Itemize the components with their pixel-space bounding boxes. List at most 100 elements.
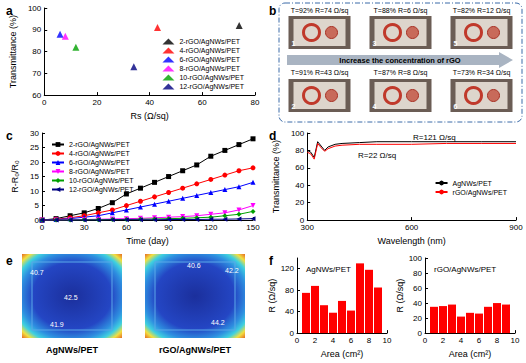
svg-text:4: 4 (373, 103, 377, 110)
svg-text:4-rGO/AgNWs/PET: 4-rGO/AgNWs/PET (69, 150, 130, 158)
svg-text:300: 300 (301, 223, 315, 232)
svg-text:0: 0 (295, 336, 300, 345)
svg-text:30: 30 (80, 223, 89, 232)
svg-text:d: d (269, 129, 276, 143)
svg-text:20: 20 (413, 314, 422, 323)
svg-text:6: 6 (454, 103, 458, 110)
svg-text:8-rGO/AgNWs/PET: 8-rGO/AgNWs/PET (69, 168, 130, 176)
svg-text:90: 90 (164, 223, 173, 232)
svg-text:Area (cm²): Area (cm²) (321, 349, 364, 359)
svg-text:c: c (6, 129, 13, 143)
svg-text:Time (day): Time (day) (126, 236, 169, 246)
svg-text:T=73% R=34 Ω/sq: T=73% R=34 Ω/sq (453, 69, 511, 77)
svg-text:5: 5 (454, 40, 458, 47)
svg-text:Transmittance (%): Transmittance (%) (8, 15, 18, 88)
svg-text:10: 10 (30, 187, 39, 196)
svg-text:R-R₀/R₀: R-R₀/R₀ (10, 160, 20, 193)
svg-text:Area (cm²): Area (cm²) (449, 349, 492, 359)
svg-text:44.2: 44.2 (211, 319, 225, 326)
svg-text:8: 8 (367, 336, 372, 345)
svg-text:42.2: 42.2 (225, 267, 239, 274)
svg-text:Increase the concentration of: Increase the concentration of rGO (339, 56, 460, 65)
svg-text:0: 0 (40, 223, 45, 232)
svg-text:60: 60 (413, 284, 422, 293)
svg-text:8: 8 (495, 336, 500, 345)
svg-text:6: 6 (477, 336, 482, 345)
svg-text:90: 90 (32, 25, 41, 34)
svg-text:f: f (269, 254, 274, 268)
svg-text:T=92% R=74 Ω/sq: T=92% R=74 Ω/sq (291, 7, 349, 15)
svg-text:3: 3 (373, 40, 377, 47)
svg-text:0: 0 (423, 336, 428, 345)
svg-text:T=88% R=6 Ω/sq: T=88% R=6 Ω/sq (374, 7, 428, 15)
svg-text:10-rGO/AgNWs/PET: 10-rGO/AgNWs/PET (179, 74, 244, 82)
svg-text:120: 120 (204, 223, 218, 232)
svg-text:40: 40 (295, 181, 304, 190)
svg-text:R=121 Ω/sq: R=121 Ω/sq (413, 133, 456, 142)
svg-text:100: 100 (409, 254, 423, 263)
svg-text:rGO/AgNWs/PET: rGO/AgNWs/PET (434, 265, 496, 274)
svg-text:rGO/AgNWs/PET: rGO/AgNWs/PET (453, 189, 508, 197)
svg-text:40: 40 (413, 299, 422, 308)
svg-text:e: e (6, 254, 13, 268)
svg-text:600: 600 (405, 223, 419, 232)
svg-text:4: 4 (331, 336, 336, 345)
svg-text:20: 20 (30, 158, 39, 167)
svg-text:80: 80 (295, 146, 304, 155)
svg-text:30: 30 (30, 129, 39, 138)
svg-text:4: 4 (459, 336, 464, 345)
svg-text:2-rGO/AgNWs/PET: 2-rGO/AgNWs/PET (69, 141, 130, 149)
svg-text:5: 5 (35, 201, 40, 210)
svg-text:AgNWs/PET: AgNWs/PET (453, 180, 493, 188)
svg-text:10: 10 (511, 336, 520, 345)
svg-text:70: 70 (32, 69, 41, 78)
svg-text:10: 10 (383, 336, 392, 345)
svg-text:rGO/AgNWs/PET: rGO/AgNWs/PET (159, 345, 232, 355)
svg-text:60: 60 (295, 163, 304, 172)
svg-text:2-rGO/AgNWs/PET: 2-rGO/AgNWs/PET (179, 38, 240, 46)
svg-text:40.6: 40.6 (187, 262, 201, 269)
svg-text:10-rGO/AgNWs/PET: 10-rGO/AgNWs/PET (69, 177, 134, 185)
svg-text:12-rGO/AgNWs/PET: 12-rGO/AgNWs/PET (69, 186, 134, 194)
svg-text:Transmittance (%): Transmittance (%) (271, 140, 281, 213)
svg-text:R=22 Ω/sq: R=22 Ω/sq (358, 151, 396, 160)
svg-text:40: 40 (285, 307, 294, 316)
svg-text:Wavelength (nm): Wavelength (nm) (378, 236, 446, 246)
svg-text:T=82% R=12 Ω/sq: T=82% R=12 Ω/sq (453, 7, 511, 15)
svg-text:2: 2 (292, 103, 296, 110)
svg-text:100: 100 (28, 4, 42, 13)
svg-text:40.7: 40.7 (30, 269, 44, 276)
svg-text:60: 60 (198, 98, 207, 107)
svg-text:12-rGO/AgNWs/PET: 12-rGO/AgNWs/PET (179, 83, 244, 91)
svg-text:6: 6 (349, 336, 354, 345)
svg-text:T=87% R=8 Ω/sq: T=87% R=8 Ω/sq (374, 69, 428, 77)
svg-text:b: b (269, 4, 276, 18)
svg-text:4-rGO/AgNWs/PET: 4-rGO/AgNWs/PET (179, 47, 240, 55)
svg-text:100: 100 (291, 129, 305, 138)
svg-text:900: 900 (509, 223, 523, 232)
svg-text:60: 60 (122, 223, 131, 232)
svg-text:2: 2 (441, 336, 446, 345)
svg-text:80: 80 (251, 98, 260, 107)
svg-text:41.9: 41.9 (50, 321, 64, 328)
svg-text:80: 80 (413, 269, 422, 278)
svg-text:20: 20 (92, 98, 101, 107)
svg-text:AgNWs/PET: AgNWs/PET (306, 265, 351, 274)
svg-text:25: 25 (30, 143, 39, 152)
svg-text:8-rGO/AgNWs/PET: 8-rGO/AgNWs/PET (179, 65, 240, 73)
svg-text:150: 150 (246, 223, 260, 232)
svg-text:60: 60 (32, 91, 41, 100)
svg-text:AgNWs/PET: AgNWs/PET (46, 345, 99, 355)
svg-text:6-rGO/AgNWs/PET: 6-rGO/AgNWs/PET (69, 159, 130, 167)
svg-text:2: 2 (313, 336, 318, 345)
svg-text:a: a (6, 4, 13, 18)
svg-text:Rs (Ω/sq): Rs (Ω/sq) (131, 111, 169, 121)
svg-text:R (Ω/sq): R (Ω/sq) (395, 279, 405, 313)
svg-text:15: 15 (30, 172, 39, 181)
svg-text:80: 80 (285, 286, 294, 295)
svg-text:6-rGO/AgNWs/PET: 6-rGO/AgNWs/PET (179, 56, 240, 64)
svg-text:0: 0 (42, 98, 47, 107)
svg-text:R (Ω/sq): R (Ω/sq) (267, 279, 277, 313)
svg-text:1: 1 (292, 40, 296, 47)
svg-text:20: 20 (295, 198, 304, 207)
